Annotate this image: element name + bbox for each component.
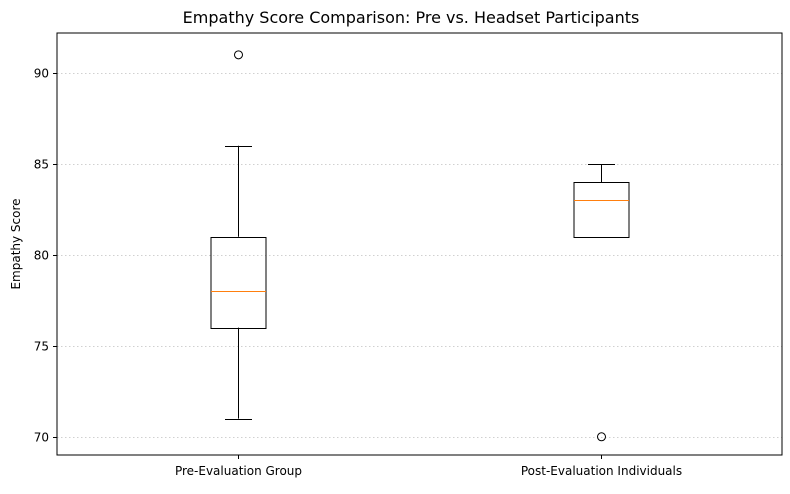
x-tick-label: Post-Evaluation Individuals <box>521 464 682 478</box>
y-tick-label: 80 <box>34 249 49 263</box>
grid-lines <box>57 73 782 438</box>
outlier-point <box>597 432 606 442</box>
plot-area-frame <box>56 32 783 456</box>
box-2 <box>573 163 630 442</box>
y-axis-label: Empathy Score <box>9 198 23 289</box>
x-tick-label: Pre-Evaluation Group <box>175 464 302 478</box>
interquartile-box <box>210 237 267 329</box>
y-tick-label: 90 <box>34 67 49 81</box>
y-tick-label: 75 <box>34 340 49 354</box>
boxes-group <box>210 50 630 442</box>
outlier-point <box>234 50 243 60</box>
x-axis-ticks: Pre-Evaluation Group Post-Evaluation Indi… <box>175 455 682 478</box>
y-tick-label: 85 <box>34 158 49 172</box>
y-tick-label: 70 <box>34 431 49 445</box>
box-1 <box>210 50 267 420</box>
y-axis-ticks: 70 75 80 85 90 <box>34 67 57 445</box>
chart-title: Empathy Score Comparison: Pre vs. Headse… <box>183 8 640 27</box>
interquartile-box <box>573 182 630 238</box>
